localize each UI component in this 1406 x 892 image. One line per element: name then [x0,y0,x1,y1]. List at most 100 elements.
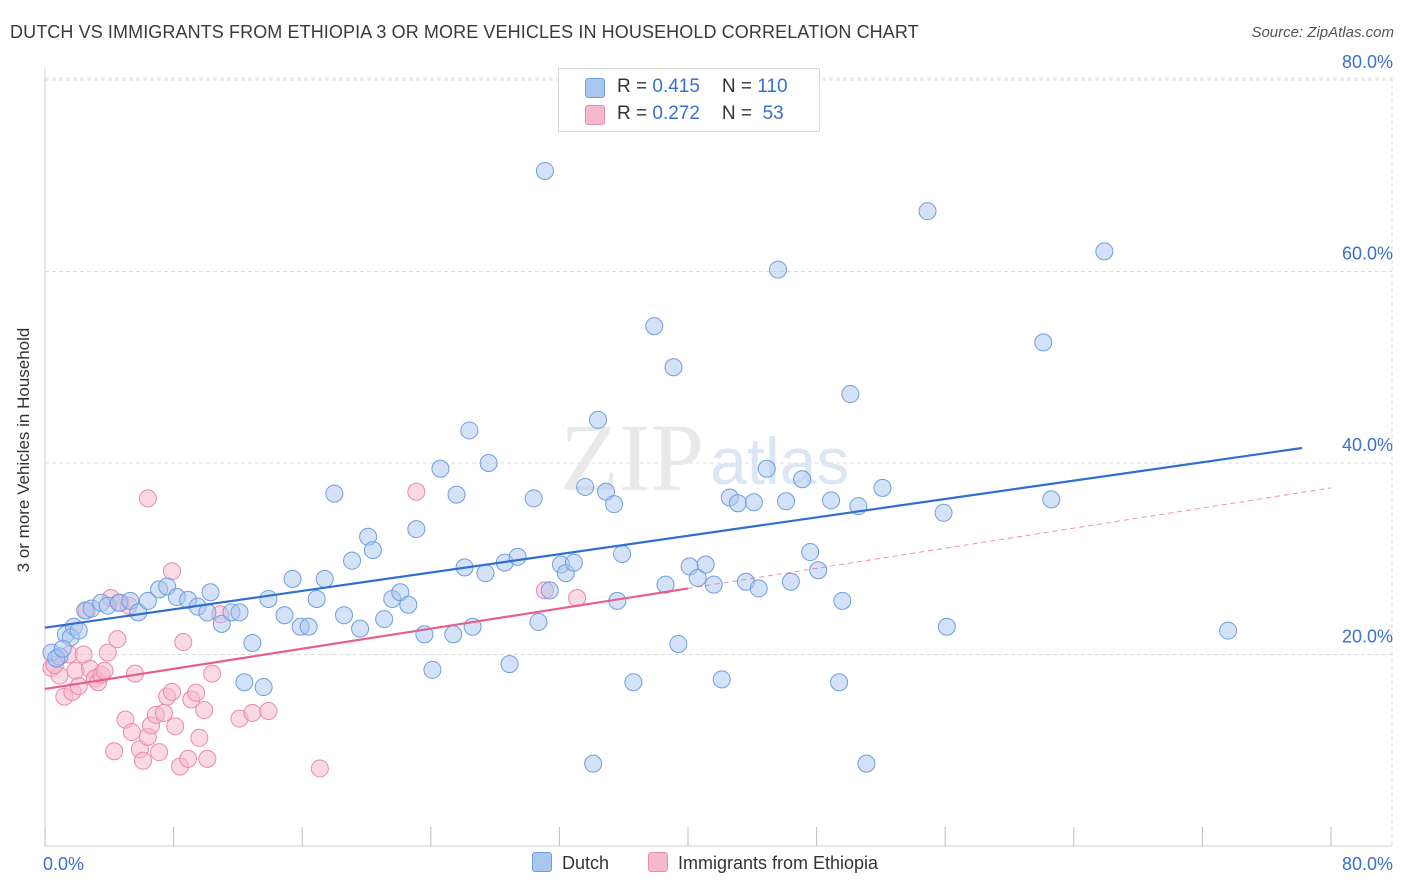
bottom-ethiopia-swatch [648,852,668,872]
axes [44,68,1392,847]
dutch-point [777,492,796,511]
dutch-point [757,459,776,478]
dutch-point [605,495,624,514]
ethiopia-point [166,717,185,736]
dutch-point [325,484,344,503]
legend-dutch-r-label: R = [617,76,653,97]
legend-dutch-n-label: N = [721,76,758,97]
ethiopia-points [42,482,587,778]
y-axis-label: 3 or more Vehicles in Household [14,327,33,573]
dutch-trend-line [44,446,1303,629]
dutch-swatch [585,78,605,98]
ethiopia-point [187,683,206,702]
dutch-point [833,591,852,610]
dutch-point [476,564,495,583]
dutch-point [307,589,326,608]
y-tick-label: 60.0% [1342,244,1393,264]
dutch-point [431,459,450,478]
bottom-legend-ethiopia-label: Immigrants from Ethiopia [678,853,879,873]
dutch-point [801,543,820,562]
dutch-point [841,385,860,404]
dutch-point [375,610,394,629]
dutch-point [688,568,707,587]
dutch-point [460,421,479,440]
dutch-point [857,754,876,773]
dutch-point [508,547,527,566]
dutch-point [363,541,382,560]
ethiopia-point [310,759,329,778]
dutch-point [712,670,731,689]
dutch-point [447,485,466,504]
dutch-point [399,595,418,614]
dutch-point [744,493,763,512]
dutch-point [479,454,498,472]
watermark-atlas: atlas [710,424,849,498]
dutch-point [809,561,828,580]
dutch-point [588,410,607,429]
dutch-point [275,606,294,625]
dutch-point [243,634,262,653]
dutch-point [613,544,632,563]
chart-title: DUTCH VS IMMIGRANTS FROM ETHIOPIA 3 OR M… [10,22,919,42]
dutch-point [669,634,688,653]
dutch-point [138,591,157,610]
dutch-point [444,625,463,644]
dutch-point [423,660,442,679]
dutch-point [259,589,278,608]
legend-ethiopia-text: R = 0.272 N = 53 [617,103,784,125]
dutch-point [535,161,554,180]
ethiopia-point [150,743,169,762]
dutch-point [781,572,800,591]
ethiopia-point [174,633,193,652]
dutch-point [407,520,426,539]
dutch-point [334,606,353,625]
dutch-point [53,639,72,658]
ethiopia-point [195,701,214,720]
ethiopia-point [407,482,426,501]
dutch-point [769,260,788,279]
ethiopia-point [122,723,141,742]
dutch-point [1219,621,1238,640]
dutch-point [793,470,812,489]
ethiopia-trend-extension [687,487,1332,589]
dutch-point [351,619,370,638]
dutch-point [299,617,318,636]
x-tick-label-min: 0.0% [43,854,84,874]
dutch-point [343,551,362,570]
source-label: Source: ZipAtlas.com [1251,24,1394,41]
ethiopia-point [162,682,181,701]
dutch-point [201,583,220,602]
dutch-point [937,617,956,636]
tick-labels: 20.0% 40.0% 60.0% 80.0% 0.0% 80.0% [43,52,1393,874]
dutch-point [873,478,892,497]
ethiopia-point [98,643,117,662]
ethiopia-point [105,742,124,761]
ethiopia-point [190,728,209,747]
y-axis-label-wrap: 3 or more Vehicles in Household [4,300,44,600]
dutch-point [645,317,664,336]
trend-lines [44,446,1332,691]
ethiopia-swatch [585,105,605,125]
legend-ethiopia-n-label: N = [721,103,758,124]
bottom-legend-dutch: Dutch [532,852,609,876]
dutch-point [283,569,302,588]
ethiopia-trend-line [44,587,689,691]
dutch-point [564,553,583,572]
y-tick-label: 80.0% [1342,52,1393,72]
dutch-point [656,575,675,594]
dutch-point [624,673,643,692]
dutch-point [704,575,723,594]
ethiopia-point [162,562,181,581]
dutch-point [749,579,768,598]
legend-dutch-r-value: 0.415 [652,76,700,97]
dutch-point [235,673,254,692]
dutch-point [664,358,683,377]
dutch-point [934,503,953,522]
x-tick-label-max: 80.0% [1342,854,1393,874]
dutch-point [822,491,841,510]
dutch-point [212,614,231,633]
ethiopia-point [138,489,157,508]
ethiopia-point [108,630,127,649]
dutch-point [1095,242,1114,261]
dutch-point [576,477,595,496]
